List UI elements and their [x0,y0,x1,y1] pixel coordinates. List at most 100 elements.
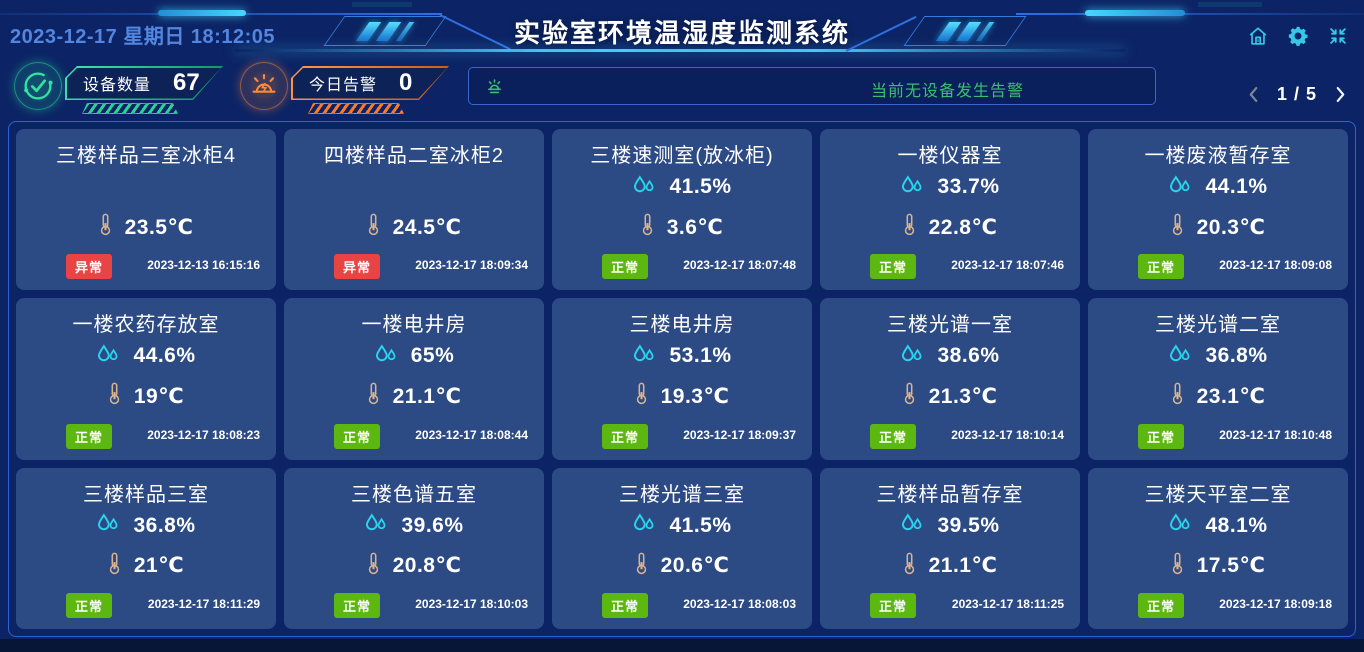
status-badge: 异常 [334,254,381,280]
siren-icon [240,62,288,110]
room-card[interactable]: 一楼废液暂存室 44.1% 20.3℃ 正常 2023-12-1 [1088,129,1348,291]
card-footer: 正常 2023-12-17 18:07:46 [820,254,1080,280]
water-drops-icon [900,344,924,369]
card-timestamp: 2023-12-17 18:08:44 [415,427,528,442]
temperature-value: 3.6℃ [666,215,724,239]
fullscreen-icon[interactable] [1326,24,1350,48]
water-drops-icon [900,513,924,538]
alert-message: 当前无设备发生告警 [871,83,1025,100]
room-card[interactable]: 三楼样品三室 36.8% 21℃ 正常 2023-12-17 1 [16,467,276,629]
temperature-value: 19.3℃ [660,384,730,408]
room-name: 三楼电井房 [629,314,735,337]
card-grid: 三楼样品三室冰柜4 23.5℃ 异常 2023-12-13 1 [16,129,1348,629]
status-badge: 正常 [1138,592,1185,618]
card-footer: 正常 2023-12-17 18:10:03 [284,592,544,618]
bottom-strip [0,639,1364,652]
room-card[interactable]: 三楼光谱二室 36.8% 23.1℃ 正常 2023-12-17 [1088,298,1348,460]
temperature-row: 19.3℃ [552,382,812,410]
room-name: 三楼光谱一室 [887,314,1013,337]
temperature-row: 21℃ [16,552,276,580]
water-drops-icon [1168,174,1192,200]
decor-hatch-orange [308,103,404,114]
temperature-value: 20.8℃ [392,554,462,578]
card-timestamp: 2023-12-17 18:07:46 [951,258,1064,273]
temperature-row: 20.3℃ [1088,213,1348,241]
temperature-row: 19℃ [16,382,276,410]
gear-icon[interactable] [1286,24,1310,48]
card-footer: 正常 2023-12-17 18:10:14 [820,423,1080,449]
temperature-value: 23.1℃ [1196,384,1266,408]
status-badge: 正常 [334,592,381,618]
header-actions [1246,24,1350,48]
temperature-row: 17.5℃ [1088,552,1348,580]
temperature-value: 23.5℃ [124,215,194,239]
humidity-row: 65% [284,342,544,370]
status-badge: 正常 [66,592,113,618]
temperature-value: 21.3℃ [928,384,998,408]
humidity-row: 33.7% [820,173,1080,201]
today-alarms-label: 今日告警 [309,77,378,94]
humidity-value: 53.1% [669,344,732,368]
room-name: 三楼样品三室 [83,483,209,506]
humidity-value: 39.5% [937,513,1000,537]
thermometer-icon [1171,382,1184,410]
decor-tick-left [352,2,412,7]
humidity-value: 44.1% [1205,175,1268,198]
thermometer-icon [903,382,916,410]
thermometer-icon [1171,552,1184,580]
thermometer-icon [367,552,380,580]
chevron-left-icon[interactable] [1246,86,1262,104]
card-timestamp: 2023-12-17 18:10:03 [415,596,528,611]
cards-panel: 三楼样品三室冰柜4 23.5℃ 异常 2023-12-13 1 [8,121,1356,637]
status-badge: 正常 [602,254,649,280]
card-timestamp: 2023-12-17 18:11:29 [147,596,260,611]
temperature-value: 24.5℃ [392,215,462,239]
room-card[interactable]: 三楼色谱五室 39.6% 20.8℃ 正常 2023-12-17 [284,467,544,629]
room-card[interactable]: 三楼样品三室冰柜4 23.5℃ 异常 2023-12-13 1 [16,129,276,291]
room-card[interactable]: 一楼电井房 65% 21.1℃ 正常 2023-12-17 18 [284,298,544,460]
status-badge: 异常 [66,254,113,280]
room-name: 一楼农药存放室 [72,314,220,337]
humidity-value: 38.6% [937,344,1000,368]
card-footer: 正常 2023-12-17 18:07:48 [552,254,812,280]
room-card[interactable]: 三楼光谱一室 38.6% 21.3℃ 正常 2023-12-17 [820,298,1080,460]
card-timestamp: 2023-12-17 18:11:25 [951,596,1064,611]
temperature-row: 22.8℃ [820,213,1080,241]
chevron-right-icon[interactable] [1332,86,1348,104]
room-card[interactable]: 三楼速测室(放冰柜) 41.5% 3.6℃ 正常 2023-12 [552,129,812,291]
status-badge: 正常 [66,423,113,449]
card-timestamp: 2023-12-17 18:09:34 [415,258,528,273]
header: 2023-12-17 星期日 18:12:05 实验室环境温湿度监测系统 [0,0,1364,56]
humidity-row: 36.8% [1088,342,1348,370]
room-name: 一楼废液暂存室 [1144,145,1292,167]
temperature-value: 21.1℃ [392,384,462,408]
humidity-value: 48.1% [1205,513,1268,537]
card-timestamp: 2023-12-17 18:10:14 [951,427,1064,442]
room-card[interactable]: 一楼农药存放室 44.6% 19℃ 正常 2023-12-17 [16,298,276,460]
page-indicator: 1 / 5 [1276,84,1317,104]
thermometer-icon [367,382,380,410]
card-timestamp: 2023-12-17 18:09:37 [683,427,796,442]
humidity-row: 41.5% [552,173,812,201]
card-footer: 正常 2023-12-17 18:09:08 [1088,254,1348,280]
temperature-row: 3.6℃ [552,213,812,241]
temperature-value: 20.3℃ [1196,215,1266,239]
page-title: 实验室环境温湿度监测系统 [513,18,850,48]
decor-hatch-green [82,103,178,114]
room-card[interactable]: 三楼天平室二室 48.1% 17.5℃ 正常 2023-12-1 [1088,467,1348,629]
room-card[interactable]: 四楼样品二室冰柜2 24.5℃ 异常 2023-12-17 1 [284,129,544,291]
temperature-row: 21.1℃ [284,382,544,410]
room-card[interactable]: 一楼仪器室 33.7% 22.8℃ 正常 2023-12-17 [820,129,1080,291]
room-name: 三楼速测室(放冰柜) [590,145,774,167]
thermometer-icon [108,552,121,580]
room-card[interactable]: 三楼光谱三室 41.5% 20.6℃ 正常 2023-12-17 [552,467,812,629]
water-drops-icon [374,344,398,369]
home-icon[interactable] [1246,24,1270,48]
device-count-stat: 设备数量 67 [14,62,223,114]
room-card[interactable]: 三楼样品暂存室 39.5% 21.1℃ 正常 2023-12-1 [820,467,1080,629]
status-badge: 正常 [1138,254,1185,280]
card-footer: 正常 2023-12-17 18:11:29 [16,592,276,618]
decor-tick-right [1198,2,1262,7]
room-card[interactable]: 三楼电井房 53.1% 19.3℃ 正常 2023-12-17 [552,298,812,460]
card-footer: 正常 2023-12-17 18:11:25 [820,592,1080,618]
